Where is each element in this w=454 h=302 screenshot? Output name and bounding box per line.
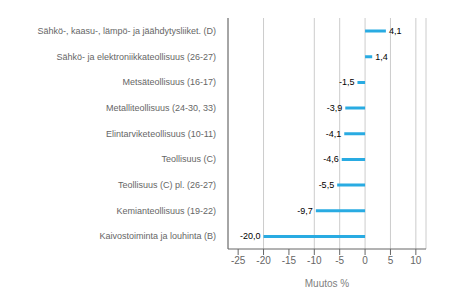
svg-text:-5,5: -5,5 [319,180,335,190]
svg-text:-3,9: -3,9 [327,103,343,113]
svg-text:Metsäteollisuus (16-17): Metsäteollisuus (16-17) [122,77,216,87]
svg-text:Metalliteollisuus (24-30, 33): Metalliteollisuus (24-30, 33) [106,103,216,113]
svg-text:-10: -10 [307,255,322,266]
svg-text:-20: -20 [256,255,271,266]
svg-text:Kemianteollisuus (19-22): Kemianteollisuus (19-22) [116,206,216,216]
svg-text:-20,0: -20,0 [240,231,261,241]
svg-text:-4,6: -4,6 [323,154,339,164]
svg-text:Muutos %: Muutos % [305,278,350,289]
svg-text:-4,1: -4,1 [326,129,342,139]
svg-text:Sähkö- ja elektroniikkateollis: Sähkö- ja elektroniikkateollisuus (26-27… [56,52,216,62]
svg-text:5: 5 [388,255,394,266]
svg-text:-15: -15 [282,255,297,266]
svg-text:-5: -5 [335,255,344,266]
svg-text:Elintarviketeollisuus (10-11): Elintarviketeollisuus (10-11) [106,129,216,139]
svg-text:Teollisuus (C): Teollisuus (C) [161,154,216,164]
svg-text:-9,7: -9,7 [297,206,313,216]
svg-text:Sähkö-, kaasu-, lämpö- ja jääh: Sähkö-, kaasu-, lämpö- ja jäähdytysliike… [37,26,216,36]
svg-text:Kaivostoiminta ja louhinta (B: Kaivostoiminta ja louhinta (B) [99,231,216,241]
svg-text:-25: -25 [231,255,246,266]
svg-text:1,4: 1,4 [375,52,388,62]
svg-text:10: 10 [410,255,422,266]
svg-text:Teollisuus (C) pl. (26-27): Teollisuus (C) pl. (26-27) [118,180,216,190]
svg-text:-1,5: -1,5 [339,77,355,87]
svg-text:0: 0 [362,255,368,266]
svg-text:4,1: 4,1 [389,26,402,36]
